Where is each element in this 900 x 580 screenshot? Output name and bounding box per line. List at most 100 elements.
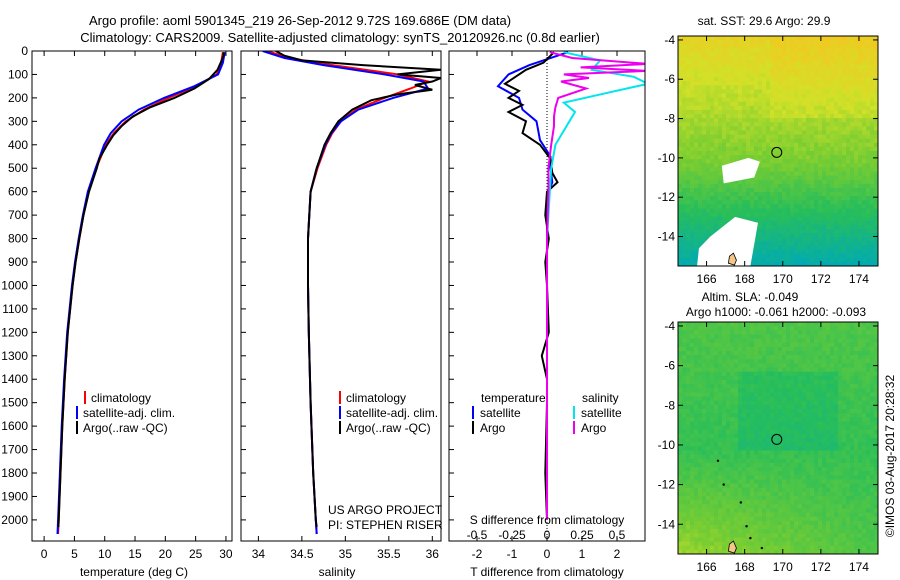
map-cell <box>738 64 743 70</box>
map-cell <box>698 220 703 226</box>
map-cell <box>686 458 691 464</box>
map-cell <box>790 367 795 373</box>
map-cell <box>726 421 731 427</box>
map-cell <box>846 44 851 49</box>
map-cell <box>718 208 723 214</box>
map-cell <box>682 122 687 127</box>
map-cell <box>838 81 843 86</box>
map-cell <box>742 93 747 99</box>
map-cell <box>734 64 739 70</box>
map-cell <box>726 192 731 197</box>
map-cell <box>750 257 755 263</box>
map-cell <box>746 330 751 336</box>
map-cell <box>862 334 867 340</box>
map-cell <box>846 458 851 464</box>
map-cell <box>738 417 743 423</box>
map-cell <box>726 130 731 136</box>
map-cell <box>874 450 878 456</box>
map-cell <box>826 322 831 327</box>
map-cell <box>790 471 795 476</box>
map-cell <box>754 101 759 107</box>
map-cell <box>874 322 878 327</box>
map-cell <box>702 334 707 340</box>
map-cell <box>810 52 815 58</box>
map-cell <box>682 326 687 331</box>
map-cell <box>774 351 779 356</box>
map-cell <box>702 421 707 427</box>
map-cell <box>782 138 787 144</box>
map-cell <box>738 371 743 377</box>
map-cell <box>758 208 763 214</box>
map-cell <box>694 126 699 132</box>
map-cell <box>774 253 779 259</box>
map-cell <box>782 72 787 78</box>
map-cell <box>778 187 783 193</box>
map-cell <box>790 446 795 452</box>
map-cell <box>738 36 743 41</box>
map-cell <box>854 342 859 348</box>
map-cell <box>698 363 703 369</box>
map-cell <box>710 40 715 45</box>
map-cell <box>754 475 759 481</box>
map-cell <box>698 81 703 86</box>
map-cell <box>758 233 763 238</box>
map-cell <box>862 77 867 82</box>
map-cell <box>686 138 691 144</box>
map-cell <box>734 105 739 111</box>
map-cell <box>750 438 755 443</box>
map-cell <box>686 429 691 435</box>
map-cell <box>746 183 751 189</box>
map-cell <box>706 77 711 82</box>
map-cell <box>814 322 819 327</box>
map-cell <box>778 326 783 331</box>
map-cell <box>774 126 779 132</box>
map-cell <box>814 404 819 410</box>
map-cell <box>842 237 847 242</box>
map-cell <box>794 342 799 348</box>
y-tick-label: 1500 <box>1 396 28 410</box>
map-cell <box>842 438 847 443</box>
map-cell <box>838 134 843 140</box>
map-cell <box>802 52 807 58</box>
map-cell <box>698 109 703 115</box>
map-cell <box>698 446 703 452</box>
map-cell <box>678 130 683 136</box>
map-cell <box>722 36 727 41</box>
map-cell <box>778 400 783 406</box>
map-cell <box>838 479 843 485</box>
map-cell <box>734 56 739 62</box>
map-cell <box>678 101 683 107</box>
map-cell <box>870 249 875 255</box>
map-cell <box>790 392 795 398</box>
map-cell <box>746 338 751 344</box>
map-cell <box>774 429 779 435</box>
map-cell <box>754 326 759 331</box>
map-cell <box>846 384 851 389</box>
map-cell <box>790 224 795 230</box>
map-cell <box>714 388 719 394</box>
map-cell <box>682 126 687 132</box>
map-cell <box>698 237 703 242</box>
map-cell <box>686 229 691 234</box>
map-cell <box>738 346 743 352</box>
map-cell <box>694 130 699 136</box>
map-cell <box>826 388 831 394</box>
map-cell <box>754 380 759 385</box>
map-cell <box>834 438 839 443</box>
map-cell <box>802 446 807 452</box>
map-cell <box>846 68 851 74</box>
map-cell <box>830 479 835 485</box>
map-cell <box>794 438 799 443</box>
map-cell <box>802 89 807 95</box>
map-cell <box>766 60 771 66</box>
map-cell <box>842 330 847 336</box>
map-cell <box>826 60 831 66</box>
map-cell <box>798 334 803 340</box>
map-cell <box>746 450 751 456</box>
map-cell <box>766 396 771 402</box>
map-cell <box>790 334 795 340</box>
map-cell <box>694 409 699 414</box>
map-cell <box>698 404 703 410</box>
map-cell <box>822 229 827 234</box>
map-cell <box>822 322 827 327</box>
